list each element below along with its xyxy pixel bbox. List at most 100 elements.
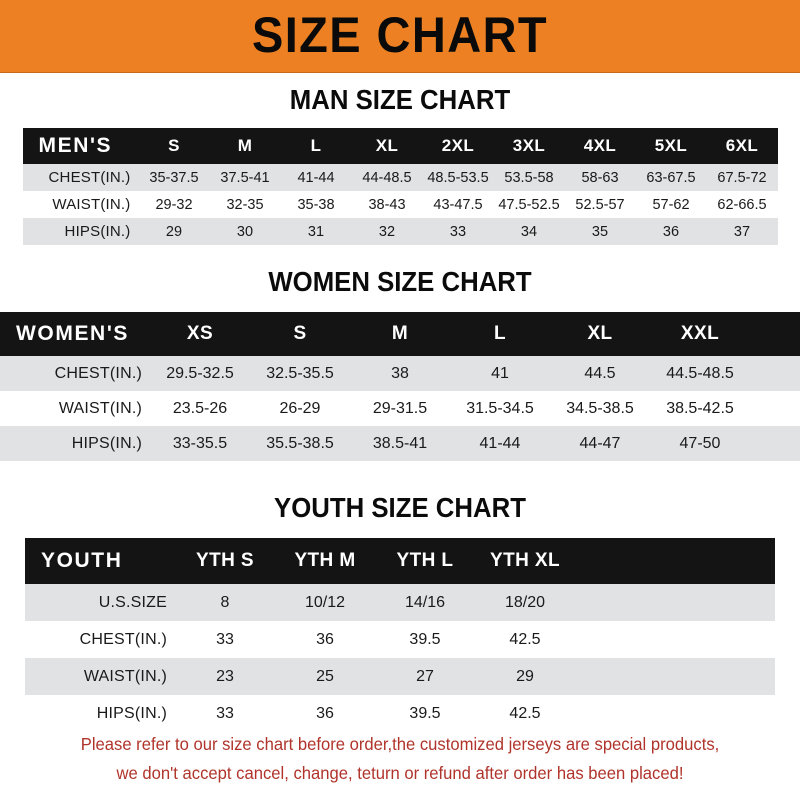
women-header-cell: [750, 312, 800, 356]
page-banner: SIZE CHART: [0, 0, 800, 73]
men-measure-cell: 48.5-53.5: [427, 169, 489, 186]
man-size-table: MEN'S S M L XL 2XL 3XL 4XL 5XL 6XL CHEST(IN.) 35-37…: [22, 128, 778, 245]
youth-size-table: YOUTH YTH S YTH M YTH L YTH XL U.S.SIZE 8 10/12…: [25, 538, 775, 732]
youth-measure-cell: 39.5: [409, 630, 441, 648]
women-measure-cell: 31.5-34.5: [466, 399, 534, 417]
table-row: HIPS(IN.) 33 36 39.5 42.5: [25, 695, 775, 732]
women-measure-cell: 38: [391, 364, 409, 382]
youth-header-cell: YTH S: [196, 550, 254, 571]
women-measure-cell: 29.5-32.5: [166, 364, 234, 382]
women-section-title: WOMEN SIZE CHART: [268, 266, 532, 297]
men-measure-cell: 33: [449, 223, 467, 240]
youth-header-cell: [675, 538, 775, 584]
youth-measure-cell: 14/16: [404, 593, 446, 611]
man-section-title: MAN SIZE CHART: [289, 84, 511, 115]
men-measure-cell: 35-38: [297, 196, 335, 213]
men-header-cell: 2XL: [441, 136, 475, 155]
men-measure-cell: 43-47.5: [433, 196, 483, 213]
women-measure-cell: 34.5-38.5: [566, 399, 634, 417]
men-row-label: HIPS(IN.): [64, 223, 131, 240]
table-row: WAIST(IN.) 23 25 27 29: [25, 658, 775, 695]
youth-row-label: CHEST(IN.): [79, 630, 167, 648]
women-row-label: HIPS(IN.): [71, 434, 142, 452]
women-measure-cell: 44.5: [584, 364, 616, 382]
men-measure-cell: 36: [662, 223, 680, 240]
youth-header-row: YOUTH YTH S YTH M YTH L YTH XL: [25, 538, 775, 584]
men-measure-cell: 37.5-41: [220, 169, 270, 186]
men-measure-cell: 32: [378, 223, 396, 240]
youth-measure-cell: [575, 658, 675, 695]
men-row-label: CHEST(IN.): [48, 169, 131, 186]
men-measure-cell: 32-35: [226, 196, 264, 213]
men-measure-cell: 58-63: [581, 169, 619, 186]
men-header-cell: XL: [375, 136, 399, 155]
women-measure-cell: 41-44: [479, 434, 521, 452]
men-header-cell: M: [237, 136, 253, 155]
women-header-cell: M: [391, 323, 409, 344]
men-header-cell: S: [168, 136, 180, 155]
table-row: WAIST(IN.) 23.5-26 26-29 29-31.5 31.5-34.5 34…: [0, 391, 800, 426]
women-row-label: WAIST(IN.): [58, 399, 142, 417]
youth-measure-cell: [675, 584, 775, 621]
women-header-cell: S: [293, 323, 307, 344]
men-measure-cell: 29: [165, 223, 183, 240]
man-size-chart-section: MAN SIZE CHART MEN'S S M L XL 2XL 3XL 4XL 5XL 6XL…: [0, 84, 800, 245]
women-measure-cell: 32.5-35.5: [266, 364, 334, 382]
men-header-cell: 3XL: [512, 136, 546, 155]
women-header-cell: XL: [587, 323, 613, 344]
youth-measure-cell: 36: [316, 630, 334, 648]
men-measure-cell: 29-32: [155, 196, 193, 213]
women-measure-cell: 35.5-38.5: [266, 434, 334, 452]
youth-measure-cell: 42.5: [509, 630, 541, 648]
youth-measure-cell: [575, 584, 675, 621]
page-title: SIZE CHART: [251, 7, 549, 63]
table-row: CHEST(IN.) 33 36 39.5 42.5: [25, 621, 775, 658]
women-measure-cell: [750, 391, 800, 426]
table-row: HIPS(IN.) 29 30 31 32 33 34 35 36 37: [22, 218, 778, 245]
youth-row-label: U.S.SIZE: [98, 593, 167, 611]
order-policy-line-1: Please refer to our size chart before or…: [80, 734, 720, 754]
women-measure-cell: 33-35.5: [172, 434, 228, 452]
youth-measure-cell: [575, 695, 675, 732]
men-measure-cell: 35-37.5: [149, 169, 199, 186]
order-policy-line-2: we don't accept cancel, change, teturn o…: [116, 763, 684, 783]
women-measure-cell: 44-47: [579, 434, 621, 452]
youth-section-title: YOUTH SIZE CHART: [274, 492, 526, 523]
order-policy-note: Please refer to our size chart before or…: [20, 730, 780, 788]
women-measure-cell: 44.5-48.5: [666, 364, 734, 382]
youth-measure-cell: 36: [316, 704, 334, 722]
youth-measure-cell: 33: [216, 630, 234, 648]
men-measure-cell: 31: [307, 223, 325, 240]
youth-measure-cell: 27: [416, 667, 434, 685]
table-row: WAIST(IN.) 29-32 32-35 35-38 38-43 43-47.5 47.…: [22, 191, 778, 218]
youth-measure-cell: [675, 621, 775, 658]
men-header-cell: 5XL: [654, 136, 688, 155]
women-measure-cell: 23.5-26: [172, 399, 228, 417]
women-size-table: WOMEN'S XS S M L XL XXL CHEST(IN.) 29.5-32.5 32.5…: [0, 312, 800, 461]
youth-measure-cell: 10/12: [304, 593, 346, 611]
men-measure-cell: 53.5-58: [504, 169, 554, 186]
men-header-cell: 4XL: [583, 136, 617, 155]
youth-measure-cell: 33: [216, 704, 234, 722]
youth-measure-cell: [675, 695, 775, 732]
men-measure-cell: 62-66.5: [717, 196, 767, 213]
women-measure-cell: 38.5-41: [372, 434, 428, 452]
women-header-cell: XS: [186, 323, 214, 344]
youth-size-chart-section: YOUTH SIZE CHART YOUTH YTH S YTH M YTH L YTH…: [0, 492, 800, 732]
women-header-cell: XXL: [680, 323, 720, 344]
youth-header-cell: [575, 538, 675, 584]
women-measure-cell: 26-29: [279, 399, 321, 417]
men-measure-cell: 35: [591, 223, 609, 240]
men-measure-cell: 38-43: [368, 196, 406, 213]
youth-measure-cell: 8: [220, 593, 230, 611]
men-measure-cell: 57-62: [652, 196, 690, 213]
youth-measure-cell: 39.5: [409, 704, 441, 722]
men-measure-cell: 63-67.5: [646, 169, 696, 186]
men-header-label: MEN'S: [38, 134, 113, 157]
youth-measure-cell: 29: [516, 667, 534, 685]
men-measure-cell: 67.5-72: [717, 169, 767, 186]
youth-measure-cell: [575, 621, 675, 658]
men-header-cell: L: [310, 136, 322, 155]
women-row-label: CHEST(IN.): [54, 364, 142, 382]
youth-measure-cell: 25: [316, 667, 334, 685]
